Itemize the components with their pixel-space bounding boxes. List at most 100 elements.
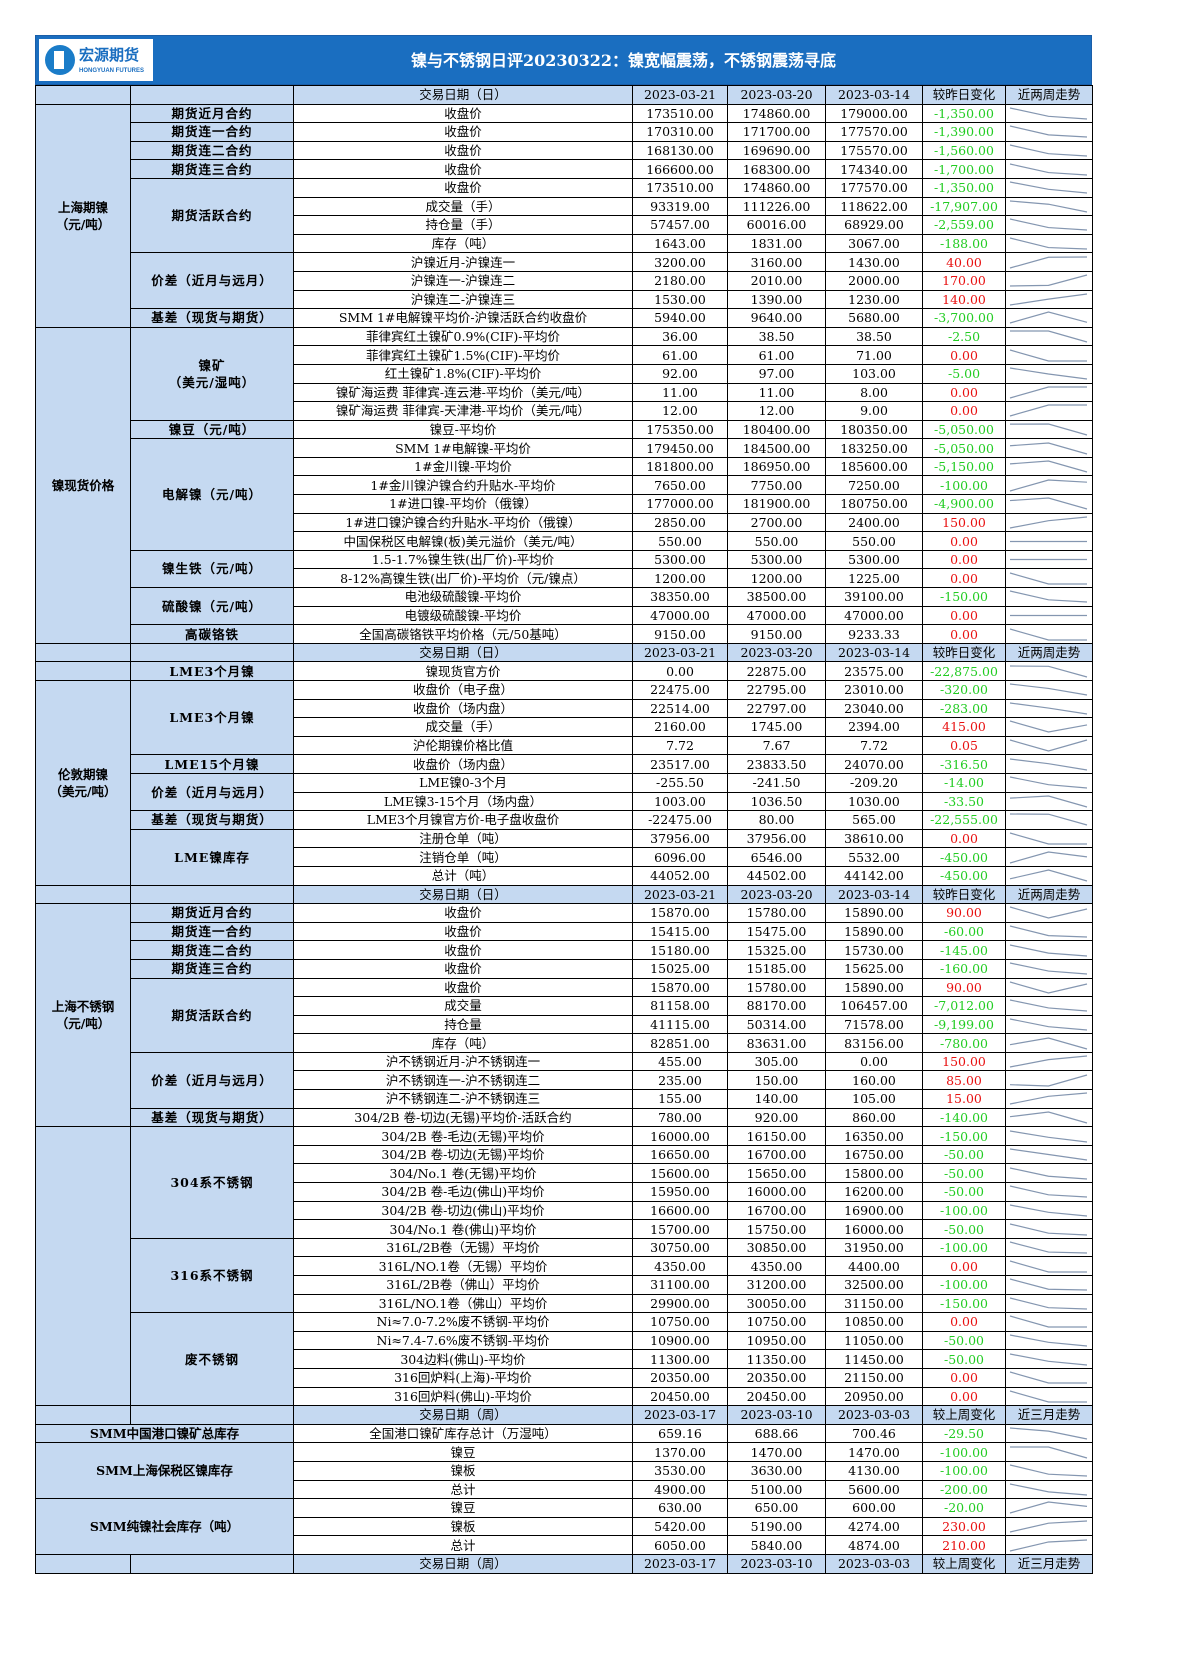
item-label: 全国高碳铬铁平均价格（元/50基吨） (293, 624, 633, 644)
trend-cell (1005, 977, 1093, 998)
header-blank (130, 1405, 294, 1425)
value-3: 68929.00 (825, 215, 923, 235)
logo-mark-icon (45, 45, 75, 75)
trend-cell (1005, 289, 1093, 310)
report: 宏源期货 HONGYUAN FUTURES 镍与不锈钢日评20230322：镍宽… (35, 35, 1093, 1574)
value-1: 2180.00 (632, 270, 728, 291)
value-2: 171700.00 (727, 122, 826, 142)
sparkline-line (1009, 813, 1088, 827)
table-row: SMM中国港口镍矿总库存 全国港口镍矿库存总计（万湿吨） 659.16 688.66 7… (35, 1423, 1093, 1444)
item-label: 304/2B 卷-毛边(无锡)平均价 (293, 1126, 633, 1146)
subgroup-label: 基差（现货与期货） (130, 308, 294, 328)
change-value: 210.00 (922, 1535, 1006, 1555)
trend-cell (1005, 494, 1093, 514)
subgroup-label: 期货连一合约 (130, 921, 294, 942)
item-label: 收盘价（场内盘） (293, 754, 633, 774)
trend-cell (1005, 1070, 1093, 1091)
sparkline (1009, 144, 1088, 157)
value-3: 31950.00 (825, 1237, 923, 1258)
item-label: 304/2B 卷-切边(无锡)平均价-活跃合约 (293, 1107, 633, 1128)
table-row: 镍生铁（元/吨） 1.5-1.7%镍生铁(出厂价)-平均价 5300.00 5300.… (36, 549, 1093, 589)
table-row: 304/2B 卷-毛边(佛山)平均价 15950.00 16000.00 16200.… (36, 1182, 1093, 1202)
value-2: 50314.00 (727, 1014, 826, 1035)
subgroup-label: 期货连二合约 (130, 140, 294, 161)
sparkline-line (1009, 1222, 1088, 1236)
item-label: 收盘价 (293, 921, 633, 942)
sparkline (1009, 776, 1088, 789)
subgroup-label: 硫酸镍（元/吨） (130, 587, 294, 626)
sparkline-line (1009, 479, 1088, 492)
value-3: 16900.00 (825, 1200, 923, 1221)
change-value: -5.00 (922, 363, 1006, 384)
value-1: 16600.00 (632, 1200, 728, 1221)
sparkline-line (1009, 460, 1088, 473)
table-row: 镍豆（元/吨） 镍豆-平均价 175350.00 180400.00 180350.00… (36, 419, 1093, 440)
table-row: 基差（现货与期货） SMM 1#电解镍平均价-沪镍活跃合约收盘价 5940.00 96… (36, 308, 1093, 328)
trend-cell (1005, 587, 1093, 607)
sparkline-line (1009, 683, 1088, 696)
value-3: 16000.00 (825, 1219, 923, 1239)
item-label: 沪伦期镍价格比值 (293, 735, 633, 756)
change-value: -1,350.00 (922, 177, 1006, 198)
sparkline-line (1009, 367, 1088, 380)
table-row: 上海不锈钢 （元/吨） 期货近月合约 收盘价 15870.00 15780.00 1589… (35, 903, 1093, 1128)
trend-cell (1005, 549, 1093, 570)
value-1: 455.00 (632, 1051, 728, 1072)
value-3: 179000.00 (825, 103, 923, 124)
table-row: 硫酸镍（元/吨） 电池级硫酸镍-平均价 38350.00 38500.00 39100.… (36, 587, 1093, 626)
table-row: 镍矿海运费 菲律宾-连云港-平均价（美元/吨） 11.00 11.00 8.00 0.0… (36, 382, 1093, 403)
value-3: 3067.00 (825, 233, 923, 254)
sparkline (1010, 1446, 1088, 1459)
sparkline (1009, 1204, 1088, 1217)
item-label: 1#金川镍沪镍合约升贴水-平均价 (293, 475, 633, 496)
trend-cell (1005, 512, 1093, 533)
value-2: 10750.00 (727, 1312, 826, 1332)
value-1: 15025.00 (632, 958, 728, 979)
sparkline-line (1009, 1520, 1088, 1533)
sparkline-line (1009, 758, 1088, 771)
sparkline (1009, 367, 1088, 380)
table-row: 期货连三合约 收盘价 166600.00 168300.00 174340.00 -1,7… (36, 159, 1093, 179)
value-1: 4900.00 (632, 1479, 728, 1500)
value-3: 7250.00 (825, 475, 923, 496)
trend-cell (1005, 419, 1093, 440)
value-1: 16000.00 (632, 1126, 728, 1146)
table-row: 316L/2B卷（佛山）平均价 31100.00 31200.00 32500.00-… (36, 1275, 1093, 1295)
header-date-2: 2023-03-10 (727, 1553, 826, 1574)
table-row: LME3个月镍 镍现货官方价 0.00 22875.00 23575.00 -22,875… (35, 661, 1093, 681)
header-blank (130, 1553, 294, 1574)
value-2: 7.67 (727, 735, 826, 756)
value-3: 15890.00 (825, 977, 923, 998)
header-date-1: 2023-03-21 (632, 884, 728, 905)
value-3: 185600.00 (825, 456, 923, 477)
value-3: 9233.33 (825, 624, 923, 644)
trend-cell (1005, 531, 1093, 551)
trend-cell (1005, 754, 1093, 774)
value-1: 30750.00 (632, 1237, 728, 1258)
change-value: -1,560.00 (922, 140, 1006, 161)
subgroup-label: LME3个月镍 (130, 661, 294, 681)
value-1: 20350.00 (632, 1367, 728, 1388)
change-value: 230.00 (922, 1516, 1006, 1537)
value-1: 11300.00 (632, 1349, 728, 1369)
item-label: 中国保税区电解镍(板)美元溢价（美元/吨） (293, 531, 633, 551)
value-3: 1230.00 (825, 289, 923, 310)
value-2: 37956.00 (727, 828, 826, 849)
value-2: 305.00 (727, 1051, 826, 1072)
sparkline-line (1009, 1427, 1088, 1440)
trend-cell (1005, 308, 1093, 328)
value-1: 1003.00 (632, 791, 728, 812)
item-label: 持仓量（手） (293, 215, 633, 235)
change-value: -1,700.00 (922, 159, 1006, 179)
header-row: 交易日期（周） 2023-03-17 2023-03-10 2023-03-03 较上周… (35, 1553, 1093, 1574)
value-3: 15730.00 (825, 940, 923, 960)
value-2: 11.00 (727, 382, 826, 403)
change-value: 0.00 (922, 531, 1006, 551)
table-row: 库存（吨） 82851.00 83631.00 83156.00 -780.00 (36, 1033, 1093, 1053)
value-2: 15780.00 (727, 977, 826, 998)
sparkline-line (1009, 274, 1088, 287)
value-2: 44502.00 (727, 865, 826, 886)
sparkline-line (1009, 1483, 1088, 1496)
value-1: 0.00 (632, 661, 728, 681)
value-1: 780.00 (632, 1107, 728, 1128)
